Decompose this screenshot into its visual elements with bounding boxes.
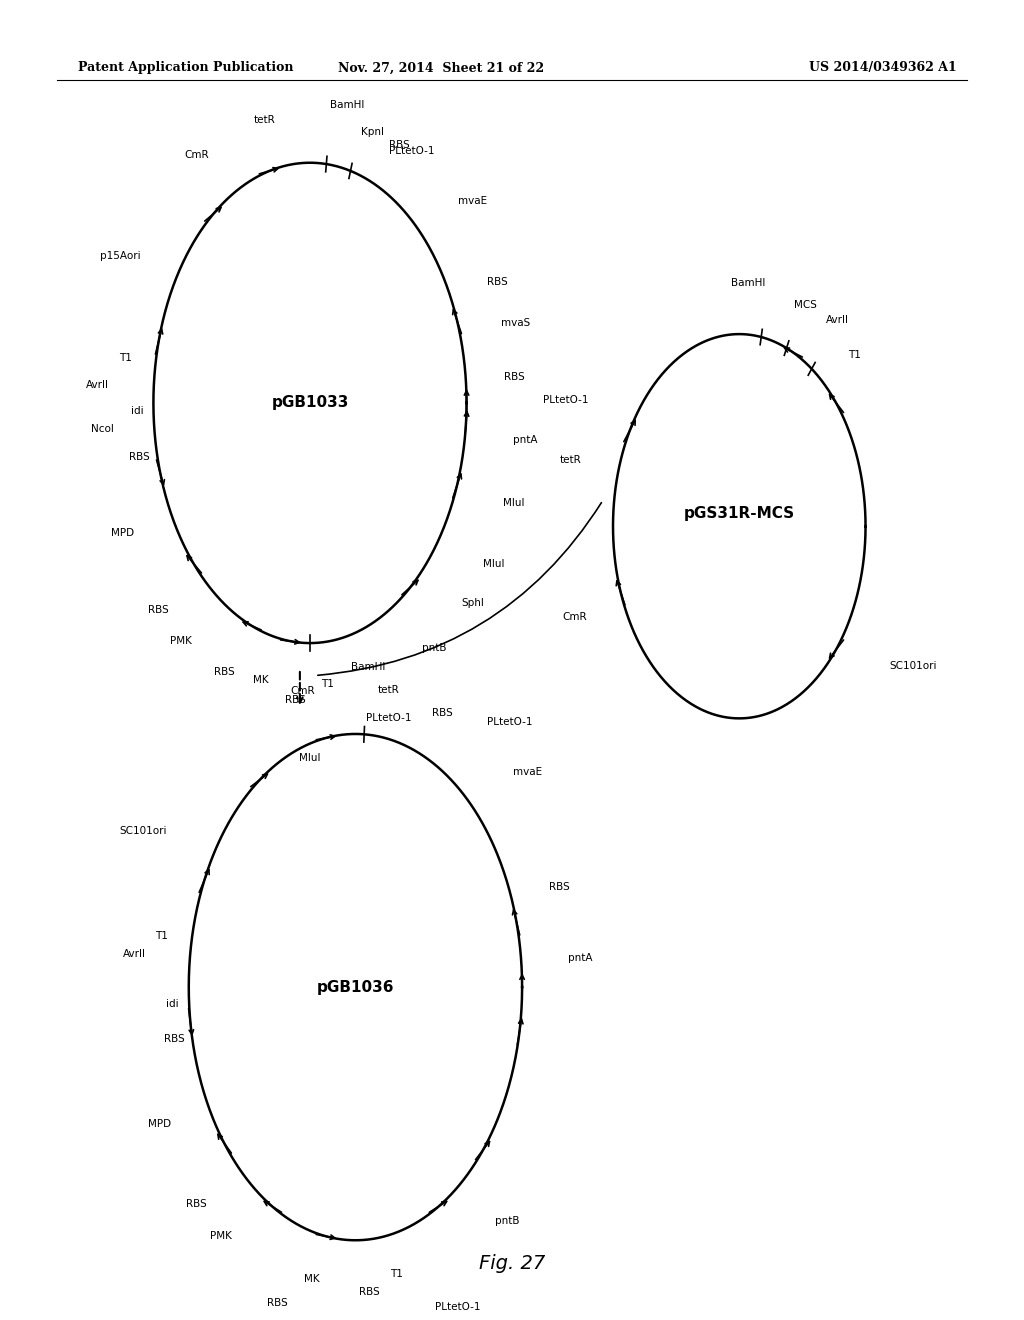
Text: pGB1033: pGB1033 [271, 396, 348, 411]
Text: SC101ori: SC101ori [120, 826, 167, 836]
Text: RBS: RBS [504, 372, 525, 381]
Text: mvaE: mvaE [513, 767, 542, 777]
Text: MluI: MluI [483, 558, 505, 569]
Text: Nov. 27, 2014  Sheet 21 of 22: Nov. 27, 2014 Sheet 21 of 22 [338, 62, 545, 74]
Text: SC101ori: SC101ori [889, 661, 937, 672]
Text: US 2014/0349362 A1: US 2014/0349362 A1 [809, 62, 956, 74]
Text: MPD: MPD [147, 1119, 171, 1129]
Text: AvrII: AvrII [826, 314, 849, 325]
Text: RBS: RBS [486, 277, 508, 286]
Text: mvaE: mvaE [458, 197, 486, 206]
Text: pntB: pntB [495, 1216, 519, 1226]
Text: tetR: tetR [378, 685, 399, 694]
Text: AvrII: AvrII [123, 949, 145, 960]
Text: MluI: MluI [299, 754, 321, 763]
Text: SphI: SphI [462, 598, 484, 607]
Text: T1: T1 [322, 678, 334, 689]
Text: CmR: CmR [291, 686, 315, 696]
Text: T1: T1 [848, 350, 860, 360]
Text: KpnI: KpnI [361, 128, 384, 137]
Text: p15Aori: p15Aori [99, 251, 140, 261]
Text: BamHI: BamHI [351, 663, 385, 672]
Text: T1: T1 [390, 1270, 403, 1279]
Text: RBS: RBS [549, 882, 569, 892]
Text: BamHI: BamHI [330, 100, 365, 110]
Text: PLtetO-1: PLtetO-1 [435, 1303, 480, 1312]
Text: RBS: RBS [129, 451, 150, 462]
Text: mvaS: mvaS [502, 318, 530, 327]
Text: pGB1036: pGB1036 [316, 979, 394, 994]
Text: BamHI: BamHI [731, 277, 765, 288]
Text: RBS: RBS [147, 605, 168, 615]
Text: RBS: RBS [286, 694, 306, 705]
Text: PLtetO-1: PLtetO-1 [389, 147, 434, 157]
Text: PLtetO-1: PLtetO-1 [543, 395, 588, 405]
Text: pntB: pntB [422, 643, 446, 652]
Text: RBS: RBS [432, 708, 453, 718]
Text: idi: idi [166, 999, 178, 1010]
Text: NcoI: NcoI [91, 425, 114, 434]
Text: idi: idi [131, 407, 144, 416]
Text: MK: MK [253, 675, 269, 685]
Text: Fig. 27: Fig. 27 [479, 1254, 545, 1272]
Text: Patent Application Publication: Patent Application Publication [78, 62, 293, 74]
Text: T1: T1 [119, 354, 132, 363]
Text: MCS: MCS [794, 300, 817, 310]
Text: AvrII: AvrII [86, 380, 110, 389]
Text: T1: T1 [155, 931, 168, 941]
Text: MluI: MluI [503, 498, 524, 508]
Text: pntA: pntA [513, 434, 538, 445]
Text: tetR: tetR [254, 115, 275, 124]
Text: PMK: PMK [170, 636, 193, 647]
Text: pGS31R-MCS: pGS31R-MCS [684, 506, 795, 521]
Text: RBS: RBS [359, 1287, 380, 1298]
Text: RBS: RBS [266, 1298, 288, 1308]
Text: MPD: MPD [111, 528, 134, 539]
Text: PLtetO-1: PLtetO-1 [486, 718, 532, 727]
Text: PMK: PMK [210, 1232, 232, 1242]
Text: CmR: CmR [185, 150, 210, 160]
Text: RBS: RBS [186, 1199, 207, 1209]
Text: RBS: RBS [389, 140, 410, 150]
Text: MK: MK [304, 1274, 321, 1284]
Text: tetR: tetR [559, 455, 581, 465]
Text: PLtetO-1: PLtetO-1 [366, 713, 412, 723]
Text: pntA: pntA [567, 953, 592, 964]
Text: CmR: CmR [562, 612, 587, 623]
Text: RBS: RBS [164, 1035, 184, 1044]
Text: RBS: RBS [214, 667, 236, 677]
